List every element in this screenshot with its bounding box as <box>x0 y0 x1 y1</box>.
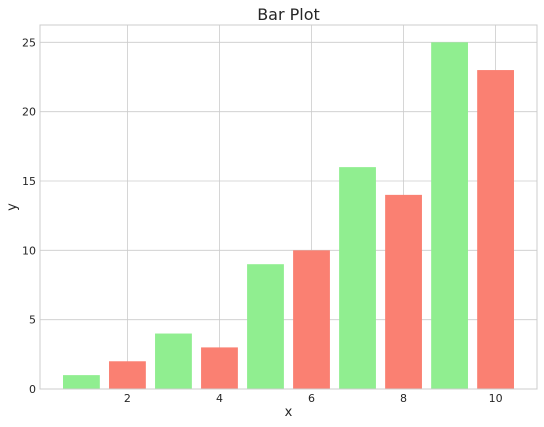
y-tick-label: 20 <box>22 106 36 119</box>
bar-x-6 <box>293 250 330 389</box>
bar-x-1 <box>63 375 100 389</box>
chart-title: Bar Plot <box>257 5 320 24</box>
bars <box>63 42 514 390</box>
x-tick-label: 10 <box>489 392 503 405</box>
y-axis-label: y <box>5 203 20 211</box>
bar-x-2 <box>109 361 146 389</box>
bar-x-9 <box>431 42 468 389</box>
y-tick-label: 10 <box>22 244 36 257</box>
x-tick-label: 6 <box>308 392 315 405</box>
x-tick-label: 2 <box>124 392 131 405</box>
plot-frame <box>39 24 538 390</box>
bar-x-5 <box>247 264 284 389</box>
y-tick-label: 25 <box>22 36 36 49</box>
y-tick-label: 0 <box>29 383 36 396</box>
x-tick-label: 4 <box>216 392 223 405</box>
x-tick-label: 8 <box>400 392 407 405</box>
bar-x-3 <box>155 333 192 389</box>
bar-x-4 <box>201 347 238 389</box>
bar-x-10 <box>477 70 514 390</box>
bar-x-7 <box>339 167 376 389</box>
y-tick-label: 5 <box>29 314 36 327</box>
y-tick-label: 15 <box>22 175 36 188</box>
tick-labels: 2 4 6 8 10 0 5 10 15 20 25 <box>22 36 503 405</box>
x-axis-label: x <box>285 405 293 420</box>
bar-x-8 <box>385 194 422 389</box>
